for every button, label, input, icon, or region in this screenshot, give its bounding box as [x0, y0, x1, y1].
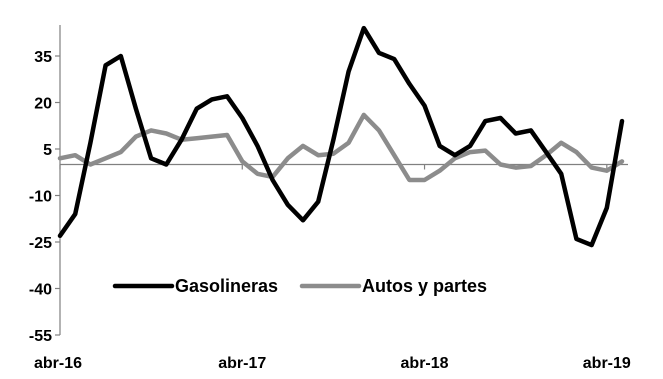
legend-label-gasolineras: Gasolineras — [175, 276, 278, 296]
series-line-autos-y-partes — [57, 112, 625, 183]
series-line-gasolineras — [57, 25, 625, 248]
y-tick-label: -55 — [29, 328, 52, 345]
legend: Gasolineras Autos y partes — [112, 276, 487, 296]
y-tick-label: -10 — [29, 189, 52, 206]
legend-label-autos-y-partes: Autos y partes — [362, 276, 487, 296]
y-tick-label: -25 — [29, 235, 52, 252]
y-tick-label: 35 — [34, 49, 52, 66]
y-tick-label: 5 — [43, 142, 52, 159]
series-lines — [57, 25, 625, 248]
y-axis: -55 -40 -25 -10 5 20 35 — [29, 25, 61, 345]
y-tick-label: -40 — [29, 282, 52, 299]
x-tick-label: abr-19 — [583, 355, 631, 372]
x-tick-label: abr-17 — [218, 355, 266, 372]
x-axis: abr-16 abr-17 abr-18 abr-19 — [34, 163, 631, 372]
y-tick-label: 20 — [34, 96, 52, 113]
x-tick-label: abr-18 — [401, 355, 449, 372]
x-tick-label: abr-16 — [34, 355, 82, 372]
